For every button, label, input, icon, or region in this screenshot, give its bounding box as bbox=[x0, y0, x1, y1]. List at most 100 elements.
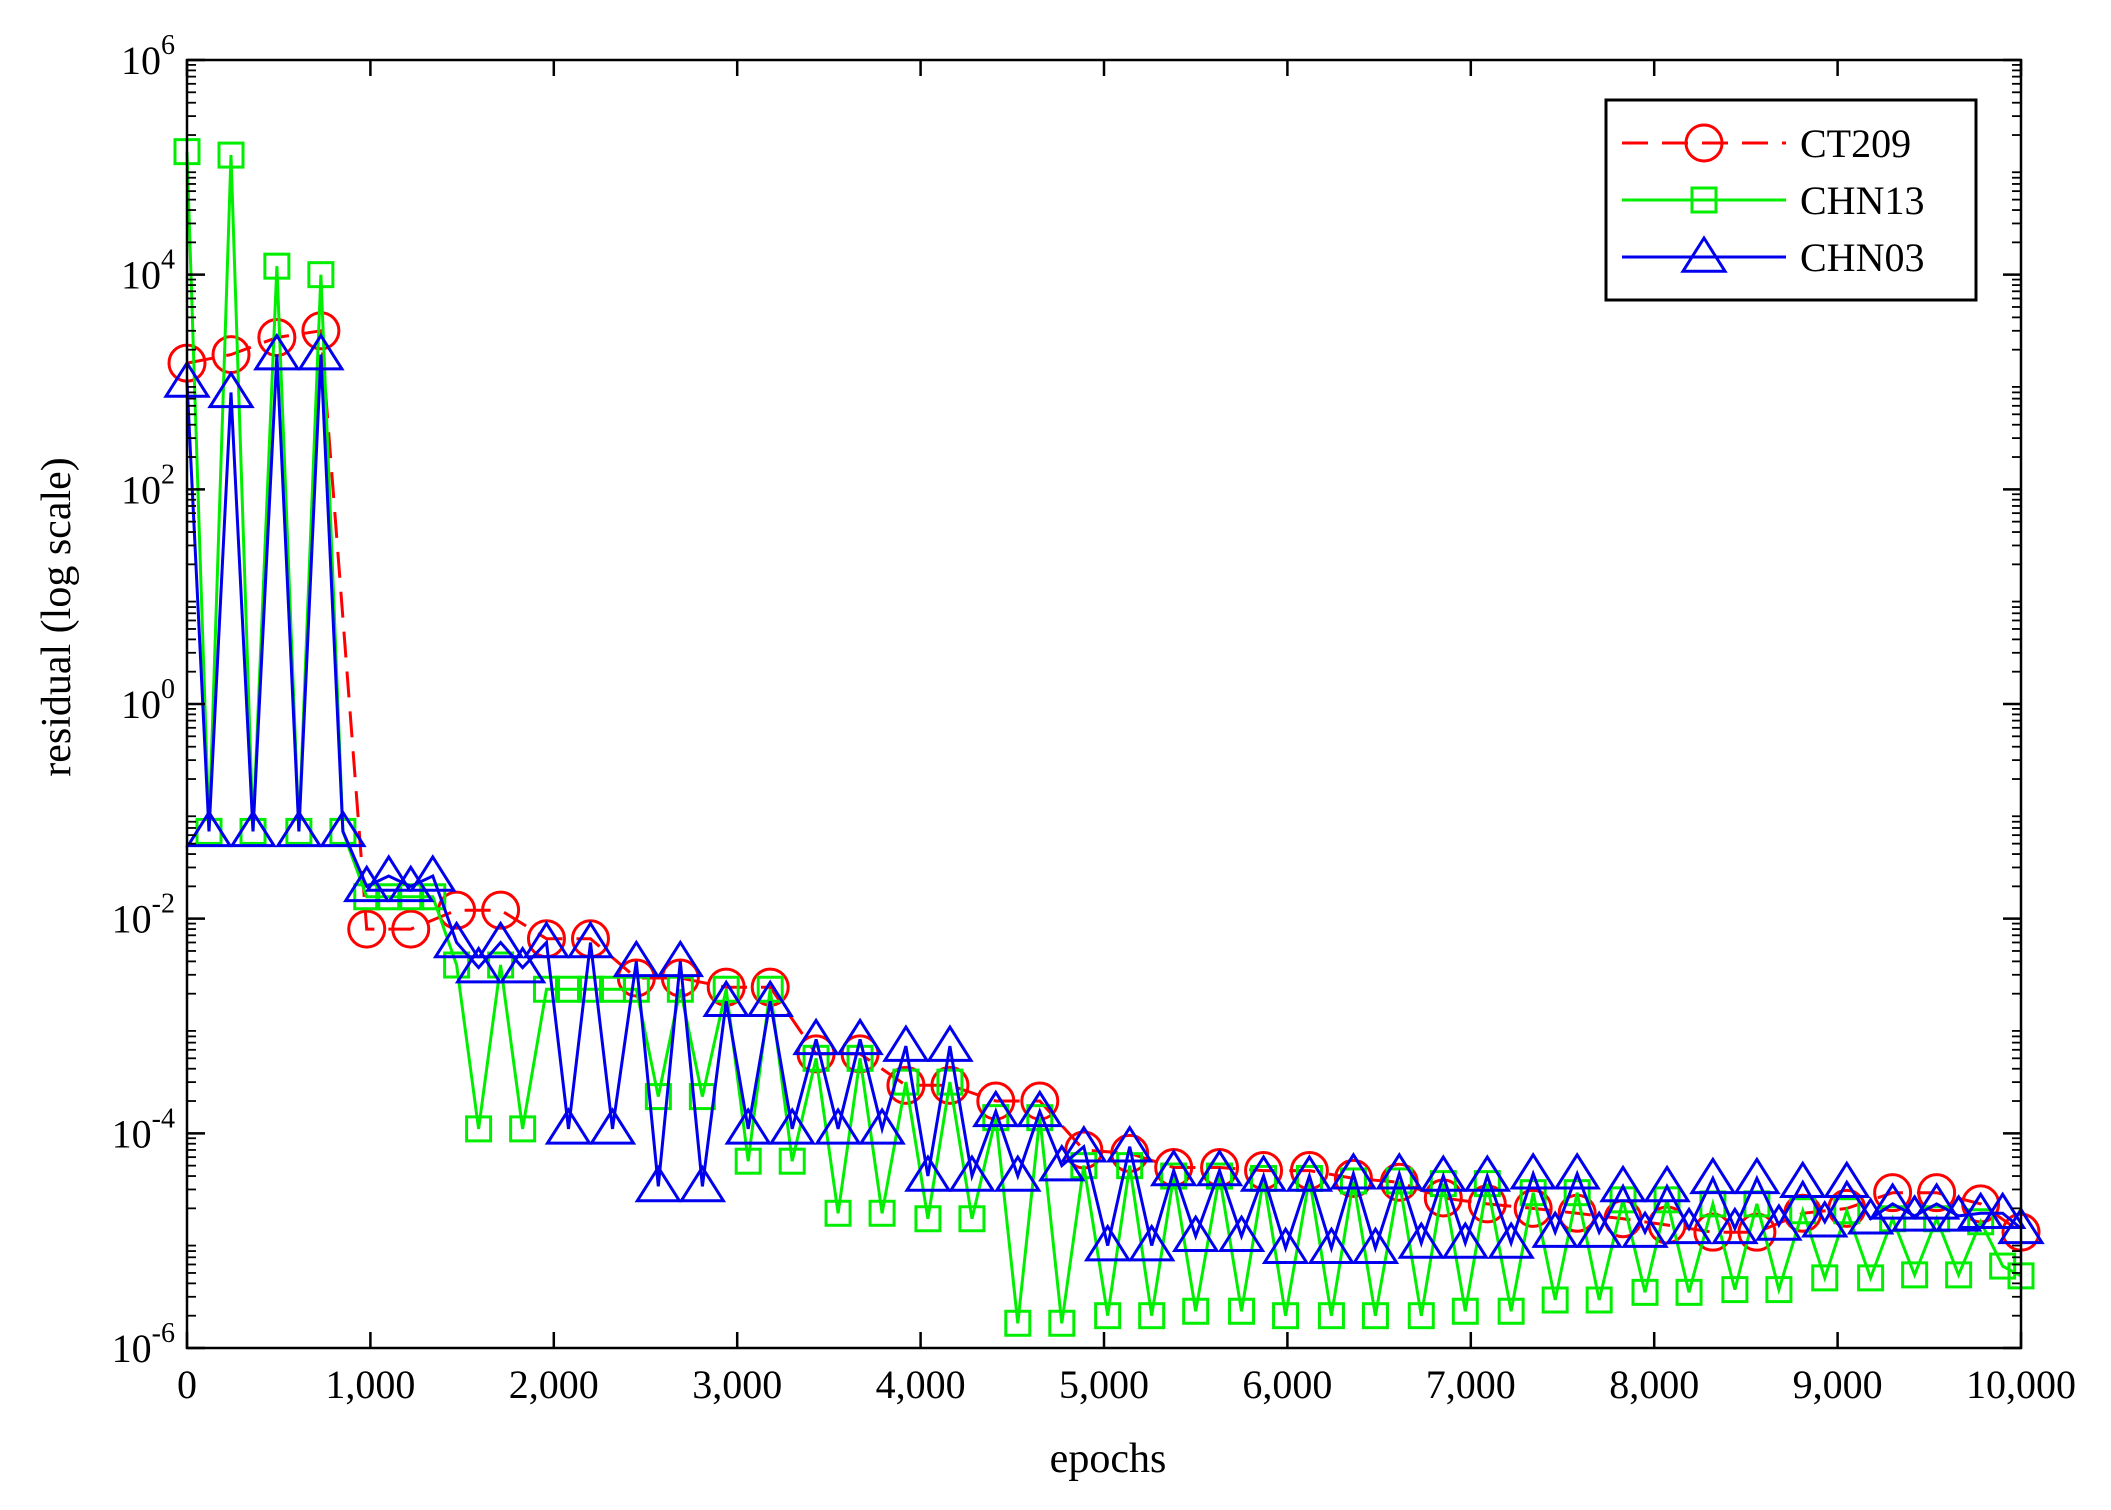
y-tick-label-5: 104 bbox=[121, 245, 175, 298]
data-point-CHN13-38 bbox=[1026, 1104, 1054, 1132]
data-point-CHN03-54 bbox=[1375, 1151, 1423, 1190]
y-tick-base: 10 bbox=[112, 1326, 152, 1371]
axes-layer bbox=[185, 58, 2023, 1350]
data-point-CHN03-76 bbox=[1868, 1182, 1917, 1220]
data-point-CHN03-6 bbox=[297, 332, 345, 371]
data-point-CHN03-77 bbox=[1890, 1194, 1939, 1232]
data-point-CHN03-10 bbox=[387, 864, 435, 903]
y-tick-exponent: -6 bbox=[152, 1318, 175, 1349]
data-point-CHN13-25 bbox=[734, 1147, 762, 1175]
data-point-CHN13-54 bbox=[1385, 1167, 1413, 1195]
data-point-CHN13-81 bbox=[1989, 1252, 2017, 1280]
data-point-CHN03-17 bbox=[544, 1107, 593, 1145]
data-point-CT209-39 bbox=[1917, 1173, 1957, 1213]
x-tick-label-5: 5,000 bbox=[1059, 1362, 1149, 1407]
data-point-CHN03-81 bbox=[1978, 1191, 2027, 1230]
data-point-CHN13-28 bbox=[802, 1044, 830, 1072]
data-point-CHN03-30 bbox=[836, 1017, 884, 1056]
data-point-CHN03-5 bbox=[275, 809, 323, 848]
data-point-CHN03-38 bbox=[1016, 1089, 1064, 1128]
data-point-CHN13-41 bbox=[1094, 1302, 1122, 1330]
data-point-CHN03-33 bbox=[904, 1154, 952, 1192]
data-point-CHN13-49 bbox=[1272, 1302, 1300, 1330]
y-tick-exponent: -4 bbox=[152, 1103, 175, 1134]
y-tick-base: 10 bbox=[121, 467, 161, 512]
series-layer bbox=[163, 138, 2045, 1337]
y-tick-label-6: 106 bbox=[121, 30, 175, 83]
data-point-CT209-26 bbox=[1333, 1158, 1373, 1198]
data-point-CHN03-72 bbox=[1779, 1160, 1827, 1199]
data-point-CT209-5 bbox=[391, 909, 431, 949]
data-point-CT209-7 bbox=[481, 890, 521, 930]
data-point-CHN03-49 bbox=[1261, 1226, 1310, 1264]
data-point-CT209-38 bbox=[1873, 1173, 1913, 1213]
y-tick-exponent: -2 bbox=[152, 889, 175, 920]
data-point-CHN03-51 bbox=[1307, 1226, 1356, 1264]
x-tick-label-2: 2,000 bbox=[509, 1362, 599, 1407]
data-point-CHN13-40 bbox=[1070, 1152, 1098, 1180]
data-point-CHN03-60 bbox=[1509, 1151, 1557, 1190]
data-point-CHN03-65 bbox=[1621, 1210, 1669, 1248]
x-axis-label: epochs bbox=[1050, 1436, 1167, 1482]
data-point-CHN03-64 bbox=[1599, 1164, 1647, 1203]
data-point-CHN03-74 bbox=[1823, 1160, 1871, 1199]
data-point-CHN13-6 bbox=[307, 261, 335, 289]
data-point-CHN03-59 bbox=[1487, 1221, 1535, 1259]
data-point-CHN13-17 bbox=[554, 975, 582, 1003]
data-point-CHN03-14 bbox=[476, 920, 525, 959]
data-point-CHN03-69 bbox=[1711, 1206, 1759, 1245]
data-point-CHN03-4 bbox=[253, 332, 301, 371]
data-point-CHN03-55 bbox=[1397, 1221, 1446, 1259]
legend-label-CHN13: CHN13 bbox=[1800, 178, 1924, 223]
data-point-CHN03-66 bbox=[1643, 1164, 1691, 1203]
data-point-CHN03-18 bbox=[566, 920, 615, 959]
y-tick-exponent: 0 bbox=[161, 674, 175, 705]
data-point-CHN13-36 bbox=[982, 1104, 1010, 1132]
data-point-CHN13-13 bbox=[465, 1115, 493, 1143]
data-point-CHN03-19 bbox=[588, 1107, 637, 1145]
data-point-CHN03-73 bbox=[1801, 1199, 1849, 1238]
data-point-CHN03-28 bbox=[792, 1017, 840, 1056]
data-point-CHN03-68 bbox=[1689, 1156, 1737, 1195]
data-point-CHN03-63 bbox=[1575, 1210, 1623, 1248]
data-point-CHN03-2 bbox=[207, 370, 255, 409]
data-point-CHN03-47 bbox=[1217, 1214, 1266, 1252]
data-point-CT209-16 bbox=[886, 1065, 926, 1105]
y-tick-label-4: 102 bbox=[121, 459, 175, 512]
legend-label-CHN03: CHN03 bbox=[1800, 235, 1924, 280]
data-point-CHN13-55 bbox=[1407, 1302, 1435, 1330]
data-point-CHN03-31 bbox=[858, 1107, 906, 1145]
data-point-CHN03-44 bbox=[1149, 1148, 1198, 1187]
data-point-CHN13-34 bbox=[936, 1068, 964, 1096]
x-tick-label-10: 10,000 bbox=[1966, 1362, 2076, 1407]
data-point-CHN13-75 bbox=[1857, 1264, 1885, 1292]
data-point-CHN03-41 bbox=[1083, 1223, 1132, 1262]
data-point-CHN03-67 bbox=[1665, 1206, 1713, 1245]
data-point-CHN13-80 bbox=[1967, 1208, 1995, 1236]
data-point-CHN13-71 bbox=[1765, 1276, 1793, 1304]
data-point-CHN13-9 bbox=[375, 883, 403, 911]
data-point-CHN13-20 bbox=[622, 975, 650, 1003]
series-line-CHN03 bbox=[185, 354, 2022, 1254]
data-point-CHN03-8 bbox=[343, 864, 391, 903]
legend: CT209 CHN13 CHN03 bbox=[1604, 98, 1978, 302]
data-point-CHN13-4 bbox=[263, 252, 291, 280]
data-point-CHN13-31 bbox=[868, 1199, 896, 1227]
y-tick-label-2: 10-2 bbox=[112, 889, 175, 942]
legend-entry-CT209: CT209 bbox=[1622, 121, 1911, 166]
data-point-CT209-30 bbox=[1513, 1188, 1553, 1228]
data-point-CT209-35 bbox=[1737, 1212, 1777, 1252]
data-point-CHN13-60 bbox=[1519, 1179, 1547, 1207]
data-point-CHN13-46 bbox=[1206, 1162, 1234, 1190]
data-point-CHN03-40 bbox=[1060, 1124, 1108, 1163]
data-point-CHN03-62 bbox=[1553, 1151, 1601, 1190]
data-point-CHN13-35 bbox=[958, 1205, 986, 1233]
y-tick-label-3: 100 bbox=[121, 674, 175, 727]
data-point-CHN03-23 bbox=[678, 1164, 727, 1203]
data-point-CHN13-65 bbox=[1631, 1278, 1659, 1306]
data-point-CHN03-26 bbox=[746, 979, 794, 1018]
data-point-CHN13-74 bbox=[1833, 1197, 1861, 1225]
data-point-CHN03-9 bbox=[365, 854, 413, 892]
data-point-CHN03-16 bbox=[522, 920, 571, 959]
